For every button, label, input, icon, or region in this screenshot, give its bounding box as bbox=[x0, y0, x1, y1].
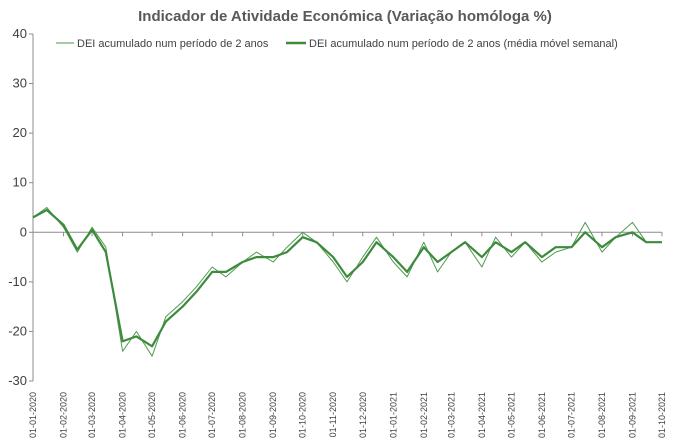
chart-title: Indicador de Atividade Económica (Variaç… bbox=[138, 8, 552, 25]
x-tick-label: 01-05-2021 bbox=[506, 392, 516, 438]
y-tick-label: 40 bbox=[13, 26, 27, 41]
x-tick-label: 01-11-2020 bbox=[328, 392, 338, 437]
y-tick-label: -20 bbox=[8, 323, 27, 338]
x-tick-label: 01-09-2021 bbox=[627, 392, 637, 438]
y-tick-label: 10 bbox=[13, 175, 27, 190]
y-tick-label: 30 bbox=[13, 76, 27, 91]
y-tick-label: 0 bbox=[20, 224, 27, 239]
legend-label-avg: DEI acumulado num período de 2 anos (méd… bbox=[309, 38, 618, 50]
x-tick-label: 01-12-2020 bbox=[358, 392, 368, 438]
x-tick-label: 01-01-2021 bbox=[388, 392, 398, 438]
x-tick-label: 01-05-2020 bbox=[147, 392, 157, 438]
y-tick-label: -10 bbox=[8, 274, 27, 289]
x-tick-label: 01-03-2021 bbox=[446, 392, 456, 438]
x-tick-label: 01-08-2020 bbox=[238, 392, 248, 438]
legend-label-raw: DEI acumulado num período de 2 anos bbox=[77, 38, 269, 50]
x-tick-label: 01-01-2020 bbox=[28, 392, 38, 438]
y-tick-label: -30 bbox=[8, 373, 27, 388]
x-tick-label: 01-07-2021 bbox=[566, 392, 576, 438]
series-layer bbox=[32, 207, 662, 357]
x-tick-label: 01-10-2021 bbox=[657, 392, 667, 438]
x-tick-label: 01-04-2020 bbox=[118, 392, 128, 438]
x-tick-label: 01-06-2021 bbox=[537, 392, 547, 438]
x-tick-label: 01-06-2020 bbox=[178, 392, 188, 438]
x-tick-label: 01-10-2020 bbox=[298, 392, 308, 438]
x-tick-label: 01-03-2020 bbox=[87, 392, 97, 438]
x-tick-label: 01-02-2020 bbox=[59, 392, 69, 438]
x-tick-label: 01-08-2021 bbox=[597, 392, 607, 438]
legend: DEI acumulado num período de 2 anos DEI … bbox=[56, 38, 618, 50]
x-tick-label: 01-07-2020 bbox=[207, 392, 217, 438]
x-tick-label: 01-09-2020 bbox=[268, 392, 278, 438]
series-line-moving-average bbox=[32, 208, 662, 348]
x-tick-label: 01-04-2021 bbox=[477, 392, 487, 438]
series-line-raw bbox=[32, 207, 662, 357]
y-tick-label: 20 bbox=[13, 125, 27, 140]
x-tick-label: 01-02-2021 bbox=[419, 392, 429, 438]
